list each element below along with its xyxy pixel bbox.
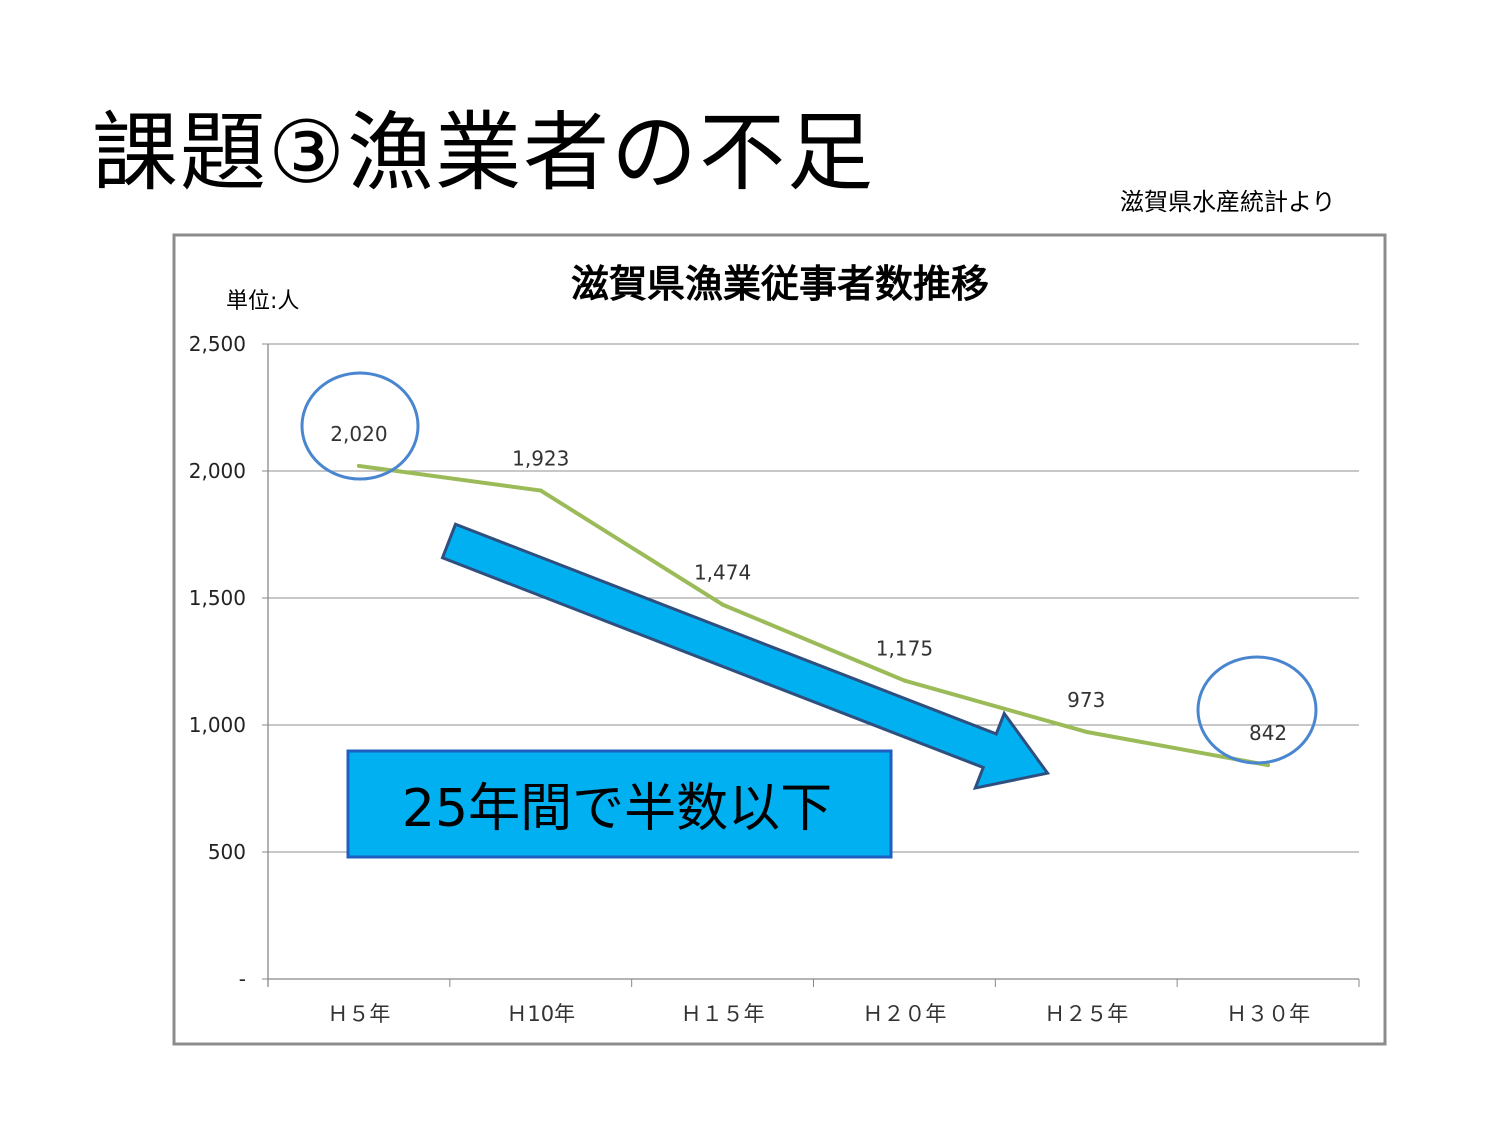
data-point <box>1266 763 1271 768</box>
data-point <box>720 602 725 607</box>
y-tick-label: 1,500 <box>189 586 246 610</box>
highlight-circle-start <box>300 371 420 481</box>
data-point <box>1084 729 1089 734</box>
arrow-down-right-icon <box>440 522 1051 791</box>
y-tick-label: 500 <box>208 840 246 864</box>
data-label: 1,923 <box>512 447 569 471</box>
slide-title: 課題③漁業者の不足 <box>92 103 876 203</box>
data-point <box>902 678 907 683</box>
data-label: 842 <box>1249 721 1287 745</box>
chart-title: 滋賀県漁業従事者数推移 <box>571 262 989 306</box>
callout-box <box>346 749 893 859</box>
source-note: 滋賀県水産統計より <box>1120 188 1336 216</box>
x-tick-label: Ｈ２０年 <box>862 1002 946 1026</box>
x-tick-label: Ｈ２５年 <box>1044 1002 1128 1026</box>
y-tick-label: 2,500 <box>189 332 246 356</box>
x-tick-label: Ｈ３０年 <box>1226 1002 1310 1026</box>
x-tick-label: Ｈ１５年 <box>681 1002 765 1026</box>
callout-text: 25年間で半数以下 <box>402 779 832 839</box>
data-label: 973 <box>1067 688 1105 712</box>
highlight-circle-end <box>1196 655 1318 765</box>
data-label: 2,020 <box>330 422 387 446</box>
x-tick-label: Ｈ10年 <box>506 1002 575 1026</box>
y-tick-label: - <box>239 967 246 991</box>
y-tick-label: 1,000 <box>189 713 246 737</box>
series-line <box>358 463 1269 768</box>
data-label: 1,175 <box>876 637 933 661</box>
x-tick-label: Ｈ５年 <box>327 1002 390 1026</box>
data-point <box>538 488 543 493</box>
data-point <box>356 463 361 468</box>
y-unit-label: 単位:人 <box>226 289 299 314</box>
y-tick-label: 2,000 <box>189 459 246 483</box>
data-label: 1,474 <box>694 561 751 585</box>
trend-arrow <box>440 522 1051 791</box>
chart-frame <box>172 233 1387 1046</box>
